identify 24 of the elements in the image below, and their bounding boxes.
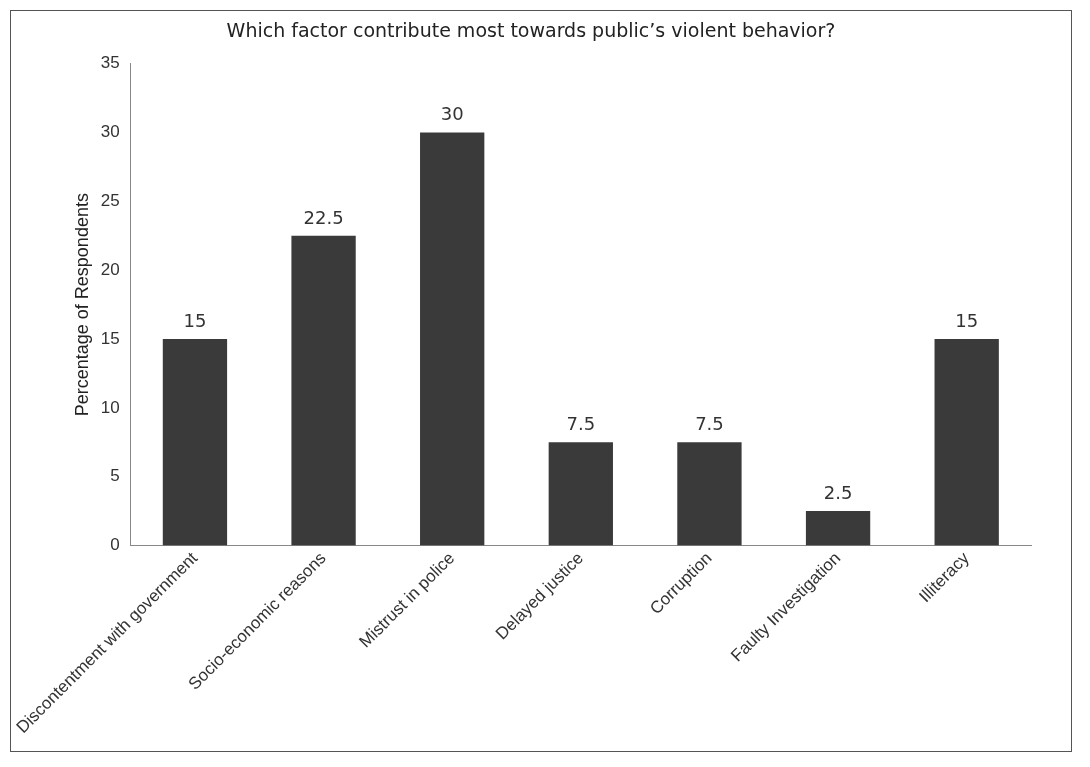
data-label: 7.5 bbox=[695, 412, 724, 434]
bar bbox=[420, 132, 485, 546]
bar bbox=[291, 235, 356, 546]
y-tick-label: 30 bbox=[100, 122, 120, 142]
data-label: 30 bbox=[440, 103, 464, 125]
bar bbox=[162, 339, 228, 546]
chart-title: Which factor contribute most towards public’s violent behavior? bbox=[226, 19, 836, 42]
bar bbox=[805, 511, 871, 546]
y-tick-label: 10 bbox=[100, 397, 120, 417]
data-label: 7.5 bbox=[566, 412, 596, 434]
y-tick-label: 5 bbox=[110, 466, 120, 486]
bar bbox=[934, 339, 999, 546]
y-tick-label: 35 bbox=[100, 53, 120, 73]
data-label: 15 bbox=[183, 309, 207, 331]
y-tick-label: 15 bbox=[100, 328, 120, 348]
data-label: 22.5 bbox=[303, 206, 344, 228]
y-tick-label: 20 bbox=[100, 259, 120, 279]
y-tick-label: 25 bbox=[100, 191, 120, 211]
y-tick-label: 0 bbox=[110, 535, 120, 555]
y-axis-title: Percentage of Respondents bbox=[71, 193, 92, 417]
bar bbox=[677, 442, 742, 546]
bar bbox=[548, 442, 613, 546]
data-label: 15 bbox=[955, 309, 979, 331]
data-label: 2.5 bbox=[823, 481, 853, 503]
